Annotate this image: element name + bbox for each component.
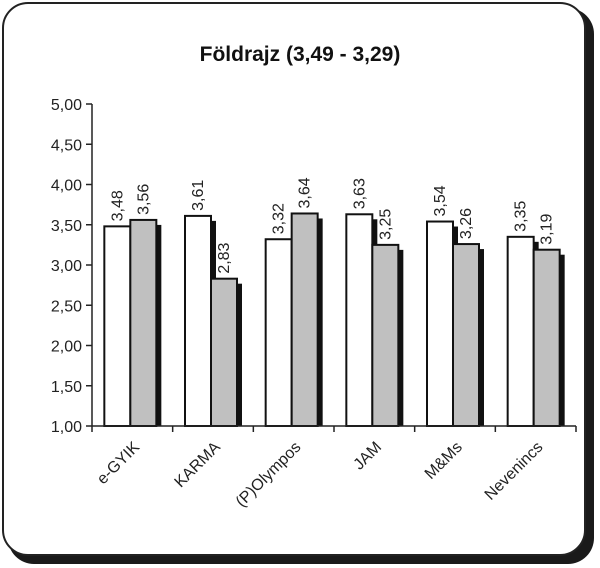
x-category-label: Nevenincs — [482, 439, 547, 504]
data-label: 3,63 — [351, 178, 368, 209]
data-label: 3,19 — [539, 213, 556, 244]
bar — [184, 214, 212, 427]
bar — [290, 212, 319, 427]
y-tick-label: 2,00 — [51, 339, 82, 356]
data-label: 3,26 — [458, 208, 475, 239]
data-label: 3,25 — [377, 209, 394, 240]
chart-title: Földrajz (3,49 - 3,29) — [200, 43, 401, 66]
data-label: 3,56 — [135, 184, 152, 215]
data-label: 3,61 — [190, 180, 207, 211]
bar — [532, 248, 561, 427]
bar — [129, 218, 158, 427]
x-category-label: M&Ms — [422, 439, 466, 483]
x-category-label: e-GYIK — [94, 439, 143, 488]
bar — [345, 213, 374, 427]
y-tick-label: 5,00 — [51, 97, 82, 114]
data-label: 3,35 — [513, 201, 530, 232]
x-axis: e-GYIK KARMA (P)Olympos JAM M&Ms Nevenincs — [91, 425, 577, 511]
y-tick-label: 1,00 — [51, 419, 82, 436]
y-tick-label: 2,50 — [51, 298, 82, 315]
bar — [426, 220, 454, 427]
data-label: 3,32 — [271, 203, 288, 234]
bar — [506, 235, 535, 427]
bar — [210, 277, 238, 427]
x-category-label: JAM — [351, 439, 386, 474]
bar — [264, 238, 293, 427]
x-category-label: KARMA — [172, 439, 224, 491]
bar — [452, 243, 480, 427]
y-tick-label: 3,00 — [51, 258, 82, 275]
data-label: 3,48 — [109, 190, 126, 221]
data-label: 3,54 — [432, 185, 449, 216]
y-tick-label: 4,00 — [51, 178, 82, 195]
bars: 3,48 3,56 3,61 2,83 3,32 3,64 3,63 3,25 3,54 3,26… — [103, 177, 565, 427]
data-label: 2,83 — [216, 242, 233, 273]
data-label: 3,64 — [297, 177, 314, 208]
bar — [103, 225, 132, 427]
y-axis: 1,00 1,50 2,00 2,50 3,00 3,50 4,00 4,50 5,00 — [51, 97, 93, 436]
x-category-label: (P)Olympos — [233, 439, 305, 511]
y-tick-label: 1,50 — [51, 379, 82, 396]
y-tick-label: 3,50 — [51, 218, 82, 235]
bar — [371, 243, 400, 427]
y-tick-label: 4,50 — [51, 137, 82, 154]
